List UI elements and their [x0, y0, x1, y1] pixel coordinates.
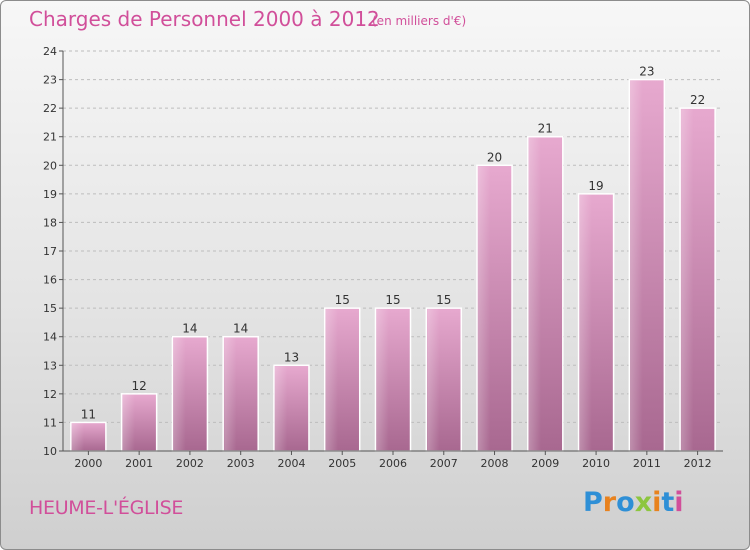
data-label: 15 [436, 293, 451, 307]
x-tick-label: 2006 [379, 457, 407, 470]
data-label: 12 [132, 379, 147, 393]
logo-letter: P [583, 487, 603, 518]
bar-highlight [427, 309, 440, 451]
proxiti-logo[interactable]: Proxiti [583, 487, 684, 518]
x-tick-label: 2003 [227, 457, 255, 470]
y-tick-label: 16 [43, 274, 57, 287]
y-tick-label: 20 [43, 159, 57, 172]
bar-highlight [71, 423, 85, 451]
y-tick-label: 11 [43, 416, 57, 429]
data-label: 19 [588, 179, 603, 193]
axes: 10 11 12 13 14 15 16 17 18 19 20 21 22 23 24 2000 2001 20… [43, 45, 723, 470]
y-tick-label: 15 [43, 302, 57, 315]
y-tick-label: 12 [43, 388, 57, 401]
x-tick-label: 2004 [277, 457, 305, 470]
bar-highlight [274, 366, 288, 451]
bar-highlight [224, 337, 237, 451]
data-label: 14 [233, 322, 248, 336]
x-tick-label: 2008 [481, 457, 509, 470]
y-tick-label: 24 [43, 45, 57, 58]
y-tick-label: 18 [43, 216, 57, 229]
x-tick-label: 2009 [531, 457, 559, 470]
data-label: 14 [182, 322, 197, 336]
x-tick-label: 2005 [328, 457, 356, 470]
x-tick-label: 2000 [74, 457, 102, 470]
x-tick-label: 2011 [633, 457, 661, 470]
y-tick-label: 13 [43, 359, 57, 372]
bar-highlight [376, 309, 389, 451]
bars [70, 78, 716, 452]
bar-highlight [528, 137, 542, 451]
y-tick-label: 17 [43, 245, 57, 258]
x-tick-label: 2012 [684, 457, 712, 470]
data-label: 15 [335, 293, 350, 307]
data-label: 23 [639, 65, 654, 79]
y-tick-label: 21 [43, 131, 57, 144]
bar-highlight [478, 166, 491, 452]
bar-highlight [122, 394, 135, 451]
y-tick-label: 22 [43, 102, 57, 115]
bar-highlight [681, 109, 694, 452]
y-tick-label: 14 [43, 331, 57, 344]
data-label: 20 [487, 150, 502, 164]
logo-letter: i [674, 487, 684, 518]
logo-letter: t [661, 487, 675, 518]
bar-highlight [325, 309, 338, 451]
chart-title: Charges de Personnel 2000 à 2012 [29, 7, 380, 31]
logo-letter: x [634, 487, 653, 518]
data-label: 21 [538, 122, 553, 136]
data-label: 22 [690, 93, 705, 107]
logo-letter: o [616, 487, 635, 518]
commune-name: HEUME-L'ÉGLISE [29, 497, 184, 519]
x-tick-label: 2007 [430, 457, 458, 470]
data-labels: 11 12 14 14 13 15 15 15 20 21 19 23 22 [81, 65, 706, 422]
logo-letter: r [602, 487, 617, 518]
data-label: 13 [284, 350, 299, 364]
data-label: 11 [81, 407, 96, 421]
bar-highlight [630, 80, 643, 452]
bar-highlight [579, 194, 592, 451]
y-tick-label: 10 [43, 445, 57, 458]
y-tick-label: 19 [43, 188, 57, 201]
y-tick-label: 23 [43, 74, 57, 87]
bar-highlight [173, 337, 186, 451]
data-label: 15 [385, 293, 400, 307]
x-tick-label: 2002 [176, 457, 204, 470]
chart-subtitle: (en milliers d'€) [372, 14, 467, 28]
x-tick-label: 2001 [125, 457, 153, 470]
logo-letter: i [652, 487, 662, 518]
x-tick-label: 2010 [582, 457, 610, 470]
